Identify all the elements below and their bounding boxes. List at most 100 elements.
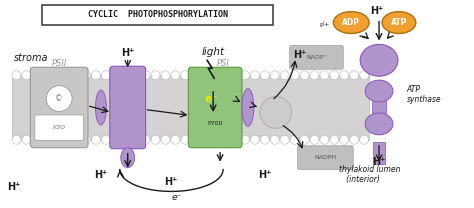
Circle shape xyxy=(171,135,180,144)
Circle shape xyxy=(201,71,210,80)
Circle shape xyxy=(42,71,51,80)
Circle shape xyxy=(141,135,150,144)
Circle shape xyxy=(270,135,279,144)
Circle shape xyxy=(240,135,249,144)
Text: pᴵ+: pᴵ+ xyxy=(319,21,329,27)
Text: ©: © xyxy=(55,94,63,103)
Circle shape xyxy=(300,71,309,80)
Bar xyxy=(372,83,386,132)
Circle shape xyxy=(101,71,110,80)
Ellipse shape xyxy=(365,113,393,135)
Circle shape xyxy=(230,71,239,80)
Circle shape xyxy=(82,135,91,144)
FancyBboxPatch shape xyxy=(188,67,242,148)
FancyBboxPatch shape xyxy=(298,146,353,170)
Circle shape xyxy=(320,71,329,80)
Circle shape xyxy=(360,135,369,144)
Ellipse shape xyxy=(365,80,393,102)
Text: NADP⁺: NADP⁺ xyxy=(306,55,327,60)
Circle shape xyxy=(260,97,292,128)
Circle shape xyxy=(121,71,130,80)
Circle shape xyxy=(320,135,329,144)
Circle shape xyxy=(111,71,120,80)
Circle shape xyxy=(101,135,110,144)
Text: H⁺: H⁺ xyxy=(258,170,272,180)
Circle shape xyxy=(32,135,41,144)
Circle shape xyxy=(52,71,61,80)
Circle shape xyxy=(250,135,259,144)
Circle shape xyxy=(201,135,210,144)
Ellipse shape xyxy=(382,12,416,33)
Circle shape xyxy=(240,71,249,80)
Text: e⁻: e⁻ xyxy=(204,94,218,104)
Text: PSII: PSII xyxy=(52,59,67,68)
Circle shape xyxy=(91,71,100,80)
Text: H⁺: H⁺ xyxy=(164,177,177,187)
Circle shape xyxy=(46,86,72,111)
Circle shape xyxy=(161,135,170,144)
Circle shape xyxy=(210,135,219,144)
Circle shape xyxy=(350,71,359,80)
Text: thylakoid lumen
   (interior): thylakoid lumen (interior) xyxy=(339,165,401,184)
Circle shape xyxy=(181,135,190,144)
Text: ADP: ADP xyxy=(342,18,360,27)
Circle shape xyxy=(290,135,299,144)
Circle shape xyxy=(72,135,81,144)
Text: H⁺: H⁺ xyxy=(373,157,386,167)
Circle shape xyxy=(141,71,150,80)
Circle shape xyxy=(280,135,289,144)
Circle shape xyxy=(12,135,21,144)
Bar xyxy=(11,75,369,140)
Ellipse shape xyxy=(333,12,369,33)
Circle shape xyxy=(270,71,279,80)
Circle shape xyxy=(300,135,309,144)
Circle shape xyxy=(330,71,339,80)
Circle shape xyxy=(191,135,200,144)
Circle shape xyxy=(91,135,100,144)
Circle shape xyxy=(310,71,319,80)
Text: H⁺: H⁺ xyxy=(121,48,135,58)
Circle shape xyxy=(191,71,200,80)
Circle shape xyxy=(22,71,31,80)
FancyBboxPatch shape xyxy=(30,67,88,148)
Text: H⁺: H⁺ xyxy=(7,182,20,192)
Circle shape xyxy=(310,135,319,144)
Text: ATP
synthase: ATP synthase xyxy=(407,85,441,104)
Circle shape xyxy=(12,71,21,80)
Text: H⁺: H⁺ xyxy=(94,170,108,180)
Circle shape xyxy=(340,135,349,144)
Text: H⁺: H⁺ xyxy=(293,50,306,60)
Circle shape xyxy=(280,71,289,80)
FancyBboxPatch shape xyxy=(35,115,83,140)
Circle shape xyxy=(62,71,71,80)
Text: CYCLIC  PHOTOPHOSPHORYLATION: CYCLIC PHOTOPHOSPHORYLATION xyxy=(88,10,228,19)
Circle shape xyxy=(230,135,239,144)
Circle shape xyxy=(290,71,299,80)
Circle shape xyxy=(131,71,140,80)
Circle shape xyxy=(250,71,259,80)
Circle shape xyxy=(330,135,339,144)
Circle shape xyxy=(171,71,180,80)
Circle shape xyxy=(62,135,71,144)
Circle shape xyxy=(260,135,269,144)
Text: K3O: K3O xyxy=(53,125,66,130)
Circle shape xyxy=(220,71,229,80)
Circle shape xyxy=(151,135,160,144)
Circle shape xyxy=(72,71,81,80)
Text: NADPH: NADPH xyxy=(314,155,337,160)
Circle shape xyxy=(131,135,140,144)
Circle shape xyxy=(32,71,41,80)
Ellipse shape xyxy=(242,89,254,126)
Circle shape xyxy=(340,71,349,80)
Circle shape xyxy=(42,135,51,144)
Circle shape xyxy=(52,135,61,144)
Circle shape xyxy=(151,71,160,80)
Circle shape xyxy=(22,135,31,144)
Text: e⁻: e⁻ xyxy=(171,193,182,202)
Text: light: light xyxy=(201,47,225,57)
Circle shape xyxy=(82,71,91,80)
Ellipse shape xyxy=(95,90,106,125)
Text: PSI: PSI xyxy=(217,59,229,68)
Circle shape xyxy=(260,71,269,80)
Text: H⁺: H⁺ xyxy=(370,6,384,16)
